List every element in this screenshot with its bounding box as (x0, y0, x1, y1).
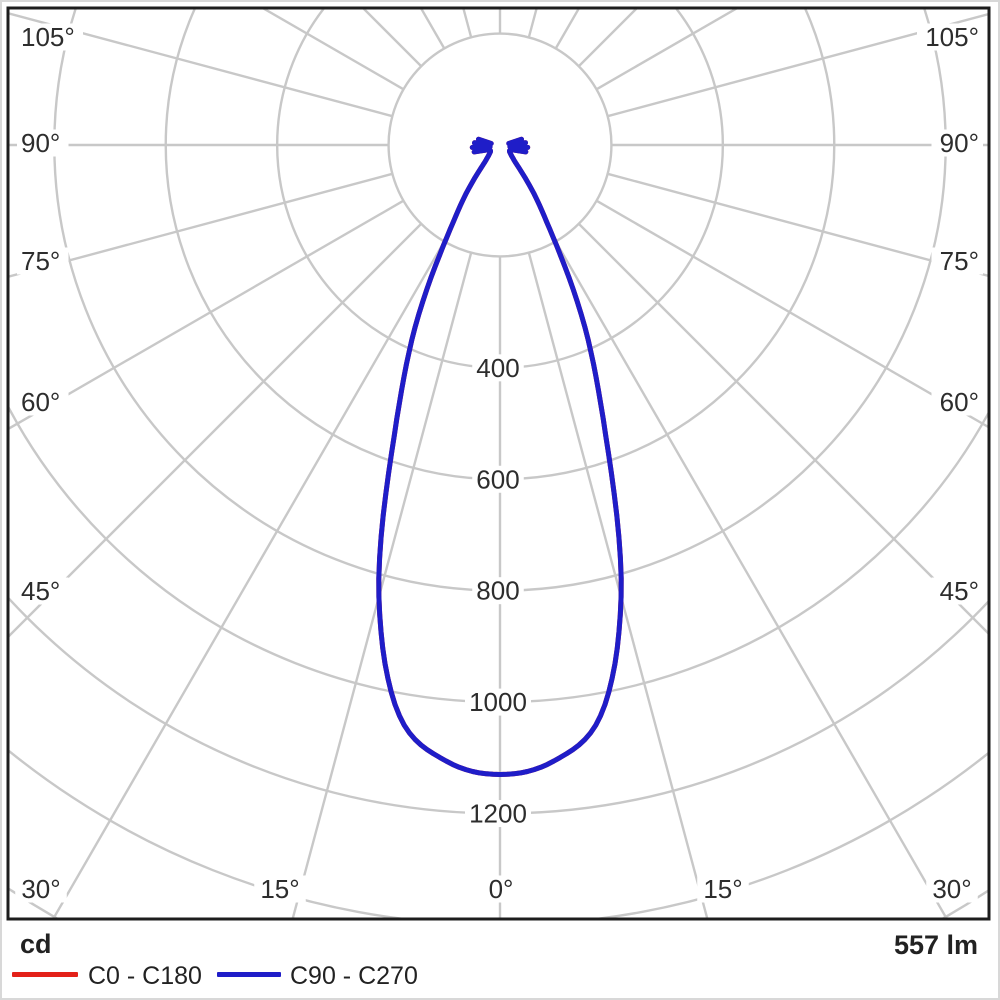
angle-label-bottom-3-15deg: 15° (703, 874, 742, 904)
legend-label-c90-c270: C90 - C270 (290, 962, 418, 990)
angle-label-left-90deg: 90° (21, 128, 60, 158)
luminous-flux-label: 557 lm (893, 930, 978, 960)
angle-label-left-60deg-bg (17, 388, 69, 416)
legend: C0 - C180 C90 - C270 (0, 961, 1000, 993)
angle-label-left-75deg: 75° (21, 246, 60, 276)
angle-label-bottom-1-15deg: 15° (260, 874, 299, 904)
radial-label-400: 400 (476, 353, 519, 383)
radial-label-600: 600 (476, 464, 519, 494)
grid-spoke-330deg (52, 240, 446, 918)
angle-label-bottom-1-15deg-bg (254, 875, 306, 903)
angle-label-left-105deg-bg (17, 23, 83, 51)
grid-spoke-15deg (527, 252, 709, 918)
radial-label-1200-bg (465, 800, 531, 828)
legend-swatch-c0-c180 (12, 972, 78, 977)
angle-label-left-45deg-bg (17, 577, 69, 605)
angle-label-right-60deg-bg (931, 388, 983, 416)
grid-spoke-315deg (9, 222, 423, 638)
angle-label-left-105deg: 105° (21, 22, 75, 52)
grid-spoke-285deg (9, 172, 393, 278)
radial-unit-label: cd (20, 929, 52, 959)
grid-spoke-30deg (554, 240, 948, 918)
grid-spoke-105deg (607, 13, 988, 118)
grid-spoke-255deg (9, 12, 393, 118)
grid-circle-200cd (387, 32, 613, 258)
angle-label-bottom-2-0deg: 0° (489, 874, 514, 904)
angle-label-right-60deg: 60° (940, 387, 979, 417)
angle-label-bottom-0-30deg-bg (15, 875, 67, 903)
grid-spoke-120deg (595, 9, 738, 91)
angle-label-right-45deg: 45° (940, 576, 979, 606)
grid-spoke-45deg (577, 222, 988, 635)
angle-label-right-75deg-bg (931, 247, 983, 275)
chart-border (6, 6, 991, 921)
grid-spoke-345deg (291, 252, 473, 918)
grid-spoke-75deg (607, 172, 988, 277)
angle-label-right-45deg-bg (931, 577, 983, 605)
legend-swatch-c90-c270 (217, 972, 281, 977)
angle-label-right-90deg-bg (931, 129, 983, 157)
angle-label-bottom-4-30deg: 30° (932, 874, 971, 904)
angle-label-right-90deg: 90° (940, 128, 979, 158)
angle-label-right-105deg-bg (917, 23, 983, 51)
angle-label-bottom-0-30deg: 30° (21, 874, 60, 904)
legend-label-c0-c180: C0 - C180 (88, 962, 202, 990)
grid-spoke-240deg (262, 9, 405, 91)
grid-spoke-60deg (595, 199, 988, 428)
radial-label-1000: 1000 (469, 687, 527, 717)
radial-label-600-bg (472, 465, 524, 493)
angle-label-left-75deg-bg (17, 247, 69, 275)
angle-label-left-45deg: 45° (21, 576, 60, 606)
grid-spoke-300deg (9, 199, 405, 430)
angle-label-bottom-3-15deg-bg (697, 875, 749, 903)
angle-label-bottom-2-0deg-bg (482, 875, 520, 903)
angle-label-right-105deg: 105° (925, 22, 979, 52)
angle-label-right-75deg: 75° (940, 246, 979, 276)
radial-label-400-bg (472, 354, 524, 382)
radial-label-1200: 1200 (469, 799, 527, 829)
radial-label-1000-bg (465, 688, 531, 716)
angle-label-bottom-4-30deg-bg (926, 875, 978, 903)
radial-label-800: 800 (476, 576, 519, 606)
angle-label-left-60deg: 60° (21, 387, 60, 417)
intensity-curve-c90-c270 (376, 136, 624, 777)
radial-label-800-bg (472, 577, 524, 605)
angle-label-left-90deg-bg (17, 129, 69, 157)
